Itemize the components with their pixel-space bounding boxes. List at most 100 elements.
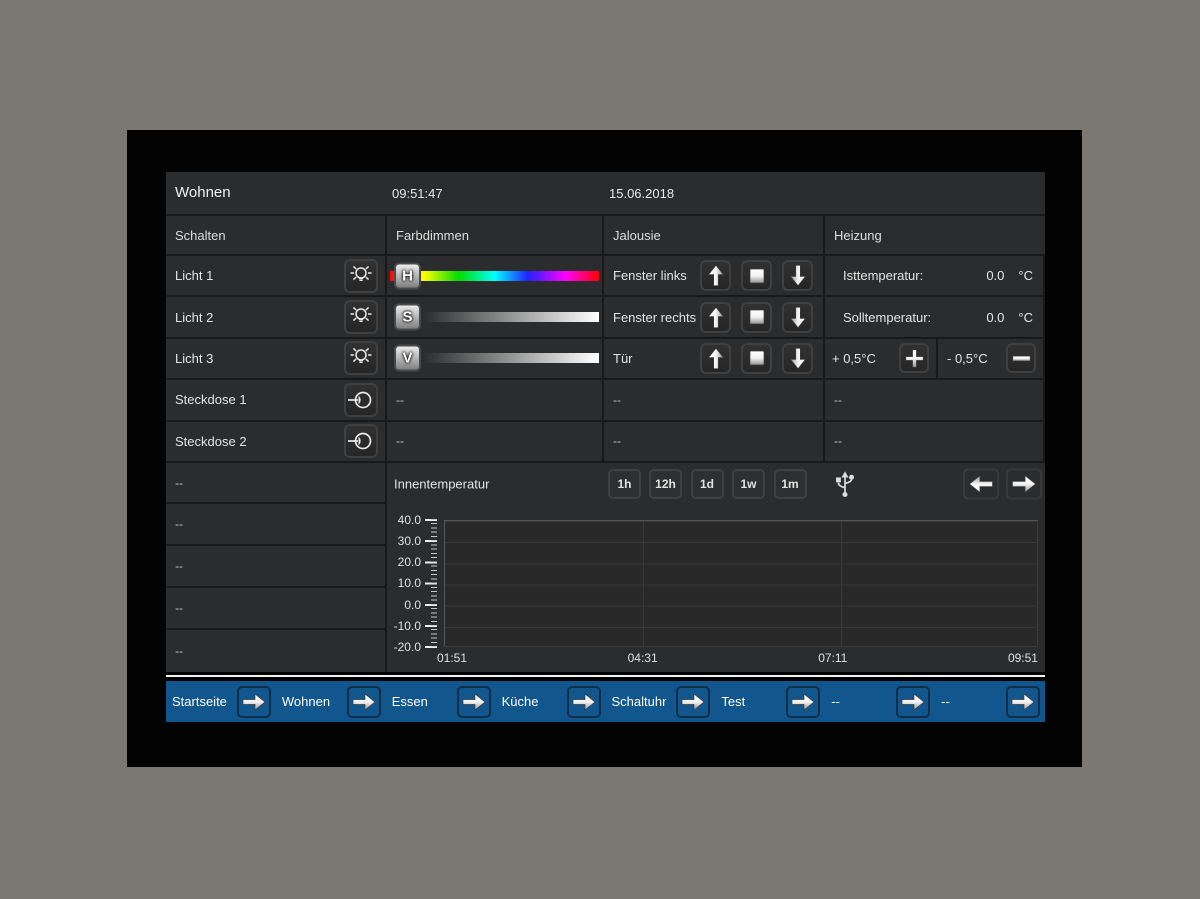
tuer-down-button[interactable]: [782, 342, 813, 374]
chart-pan-right-button[interactable]: [1006, 468, 1042, 500]
nav-item-essen: Essen: [386, 681, 496, 722]
clock-time: 09:51:47: [392, 186, 443, 201]
tuer-up-button[interactable]: [700, 342, 731, 374]
isttemperatur-unit: °C: [1018, 268, 1033, 284]
solltemperatur-label: Solltemperatur:: [843, 309, 932, 325]
nav-label-test: Test: [721, 694, 746, 709]
nav-item-schaltuhr: Schaltuhr: [606, 681, 716, 722]
nav-next-button[interactable]: [896, 685, 931, 718]
temp-plus-label: + 0,5°C: [832, 350, 876, 366]
nav-next-button[interactable]: [566, 685, 601, 718]
fenster-links-down-button[interactable]: [782, 260, 813, 292]
y-axis-tick: 0.0: [404, 598, 421, 613]
licht3-toggle-button[interactable]: [344, 341, 378, 376]
nav-next-button[interactable]: [1006, 685, 1040, 718]
steckdose1-label: Steckdose 1: [175, 392, 247, 408]
fenster-rechts-stop-button[interactable]: [741, 301, 772, 333]
nav-next-button[interactable]: [236, 685, 271, 718]
socket-icon: [348, 432, 372, 450]
fenster-links-up-button[interactable]: [700, 260, 731, 292]
arrow-right-icon: [682, 692, 705, 711]
nav-label-schaltuhr: Schaltuhr: [611, 694, 667, 709]
x-axis-tick: 07:11: [818, 651, 848, 666]
licht2-toggle-button[interactable]: [344, 300, 378, 335]
chart-pan-left-button[interactable]: [963, 468, 999, 500]
nav-item-test: Test: [715, 681, 825, 722]
arrow-down-icon: [789, 348, 806, 370]
hue-slider-handle[interactable]: H: [394, 262, 421, 290]
steckdose1-toggle-button[interactable]: [344, 382, 378, 417]
fenster-rechts-label: Fenster rechts: [613, 309, 697, 325]
light-icon: [350, 306, 372, 323]
empty-row: --: [166, 630, 387, 672]
page-title: Wohnen: [175, 184, 231, 201]
usb-export-button[interactable]: [827, 467, 863, 501]
value-slider-handle[interactable]: V: [394, 344, 421, 372]
range-12h-button[interactable]: 12h: [649, 468, 682, 499]
empty-row: --: [166, 463, 387, 505]
range-1d-button[interactable]: 1d: [690, 468, 724, 499]
usb-icon: [836, 471, 855, 497]
nav-item-wohnen: Wohnen: [276, 681, 386, 722]
steckdose2-toggle-button[interactable]: [344, 424, 378, 459]
row-steckdose1: Steckdose 1 -- -- --: [166, 380, 1045, 422]
fenster-rechts-down-button[interactable]: [782, 301, 813, 333]
y-axis-tick: -20.0: [393, 640, 421, 655]
range-1h-button[interactable]: 1h: [608, 468, 641, 499]
nav-label-essen: Essen: [391, 694, 428, 709]
value-slider-track[interactable]: [423, 353, 599, 364]
x-axis-tick: 09:51: [1007, 651, 1038, 666]
saturation-slider-handle[interactable]: S: [394, 303, 421, 331]
nav-next-button[interactable]: [456, 685, 491, 718]
x-axis-tick: 04:31: [627, 651, 658, 666]
licht2-label: Licht 2: [175, 309, 214, 325]
column-header-heizung: Heizung: [834, 227, 882, 243]
range-1w-button[interactable]: 1w: [732, 468, 765, 499]
tuer-stop-button[interactable]: [741, 342, 772, 374]
arrow-right-icon: [572, 692, 596, 711]
solltemperatur-unit: °C: [1018, 309, 1033, 325]
main-panel: Wohnen 09:51:47 15.06.2018 Schalten Farb…: [166, 172, 1045, 672]
arrow-right-icon: [462, 692, 486, 711]
empty-value: --: [613, 434, 621, 449]
nav-next-button[interactable]: [346, 685, 381, 718]
nav-next-button[interactable]: [786, 685, 821, 718]
nav-item-startseite: Startseite: [166, 681, 276, 722]
y-axis-tick: 10.0: [397, 576, 421, 591]
fenster-links-stop-button[interactable]: [741, 260, 772, 292]
nav-item-empty-2: --: [935, 681, 1045, 722]
y-axis-tick: 30.0: [397, 534, 421, 549]
temp-plus-button[interactable]: [899, 343, 929, 374]
licht1-toggle-button[interactable]: [344, 258, 378, 293]
row-licht3: Licht 3 V Tür: [166, 338, 1045, 381]
y-axis-ruler: [425, 519, 437, 650]
nav-label-empty: --: [941, 694, 950, 709]
stop-icon: [749, 268, 764, 284]
nav-label-wohnen: Wohnen: [281, 694, 331, 709]
row-licht2: Licht 2 S Fenster rechts: [166, 297, 1045, 339]
nav-label-startseite: Startseite: [172, 694, 227, 709]
column-headers: Schalten Farbdimmen Jalousie Heizung: [166, 216, 1045, 256]
nav-label-empty: --: [831, 694, 840, 709]
licht1-label: Licht 1: [175, 268, 214, 284]
stop-icon: [749, 351, 764, 366]
y-axis-tick: -10.0: [393, 619, 421, 634]
tuer-label: Tür: [613, 350, 633, 366]
temp-minus-button[interactable]: [1006, 343, 1036, 374]
nav-separator-line: [166, 675, 1045, 677]
x-axis-ticks: 01:51 04:31 07:11 09:51: [437, 651, 1038, 665]
empty-value: --: [396, 434, 404, 449]
fenster-rechts-up-button[interactable]: [700, 301, 731, 333]
arrow-down-icon: [789, 306, 806, 328]
y-axis-tick: 40.0: [397, 513, 421, 528]
nav-next-button[interactable]: [676, 685, 711, 718]
range-1m-button[interactable]: 1m: [773, 468, 807, 499]
hue-slider-track[interactable]: [390, 270, 599, 281]
trend-toolbar: Innentemperatur 1h 12h 1d 1w 1m: [387, 463, 1045, 504]
socket-icon: [348, 391, 372, 409]
empty-value: --: [175, 559, 183, 574]
saturation-slider-track[interactable]: [423, 312, 599, 323]
minus-icon: [1012, 355, 1030, 362]
column-header-farbdimmen: Farbdimmen: [387, 216, 604, 254]
steckdose2-label: Steckdose 2: [175, 433, 247, 449]
